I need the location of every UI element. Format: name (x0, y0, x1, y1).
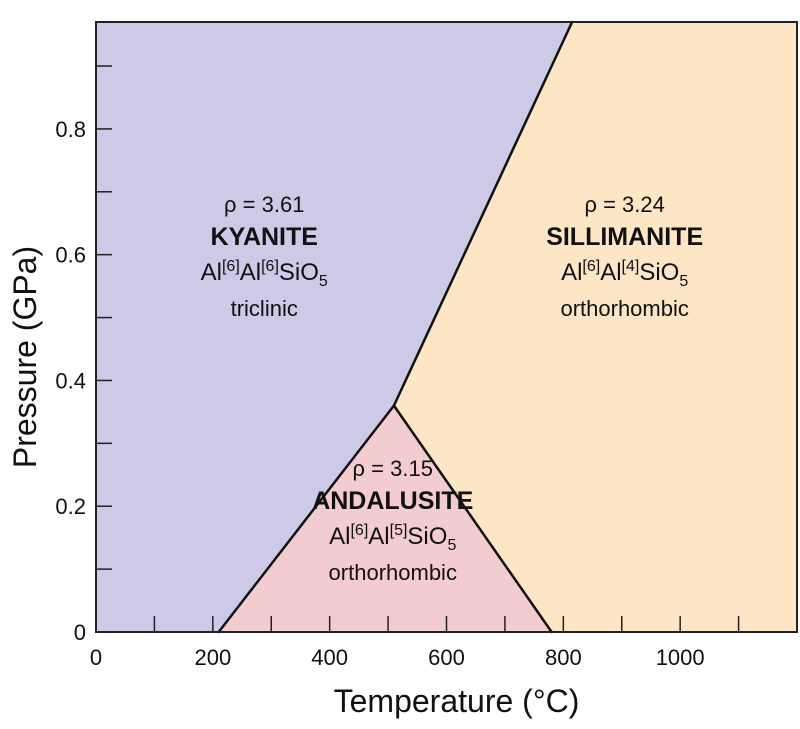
kyanite-crystal-system: triclinic (231, 296, 298, 321)
kyanite-density: ρ = 3.61 (224, 192, 304, 217)
x-tick-label: 1000 (656, 645, 705, 670)
ticks-layer: 0 200 400 600 800 1000 0 0.2 0.4 0.6 0.8 (55, 65, 740, 670)
boundary-kyanite-sillimanite (392, 20, 574, 407)
sillimanite-name: SILLIMANITE (546, 223, 703, 251)
x-tick-label: 400 (311, 645, 348, 670)
y-tick-label: 0.4 (55, 368, 86, 393)
x-axis-title: Temperature (°C) (334, 683, 580, 719)
andalusite-density: ρ = 3.15 (353, 456, 433, 481)
boundary-andalusite-sillimanite (392, 404, 553, 634)
kyanite-formula: Al[6]Al[6]SiO5 (201, 258, 328, 290)
regions-layer (96, 22, 797, 632)
region-andalusite (218, 405, 552, 632)
andalusite-name: ANDALUSITE (312, 487, 473, 515)
sillimanite-density: ρ = 3.24 (584, 192, 664, 217)
label-group-andalusite: ρ = 3.15 ANDALUSITE Al[6]Al[5]SiO5 orthorho… (312, 456, 473, 585)
sillimanite-formula: Al[6]Al[4]SiO5 (561, 258, 688, 290)
region-sillimanite (393, 22, 797, 632)
andalusite-formula: Al[6]Al[5]SiO5 (329, 522, 456, 554)
kyanite-name: KYANITE (211, 223, 318, 251)
y-tick-label: 0 (74, 620, 86, 645)
x-tick-label: 800 (545, 645, 582, 670)
x-tick-label: 600 (428, 645, 465, 670)
region-labels-layer: ρ = 3.61KYANITEAl[6]Al[6]SiO5triclinicρ … (201, 192, 704, 585)
region-kyanite (96, 22, 573, 632)
x-tick-label: 0 (90, 645, 102, 670)
y-tick-label: 0.2 (55, 494, 86, 519)
sillimanite-crystal-system: orthorhombic (560, 296, 688, 321)
andalusite-crystal-system: orthorhombic (329, 560, 457, 585)
y-tick-label: 0.6 (55, 243, 86, 268)
y-tick-label: 0.8 (55, 117, 86, 142)
boundaries-layer (217, 20, 574, 634)
x-tick-label: 200 (194, 645, 231, 670)
boundary-kyanite-andalusite (217, 404, 396, 634)
y-axis-title: Pressure (GPa) (7, 246, 43, 468)
label-group-kyanite: ρ = 3.61 KYANITE Al[6]Al[6]SiO5 triclinic (201, 192, 328, 321)
label-group-sillimanite: ρ = 3.24 SILLIMANITE Al[6]Al[4]SiO5 orthorh… (546, 192, 703, 321)
